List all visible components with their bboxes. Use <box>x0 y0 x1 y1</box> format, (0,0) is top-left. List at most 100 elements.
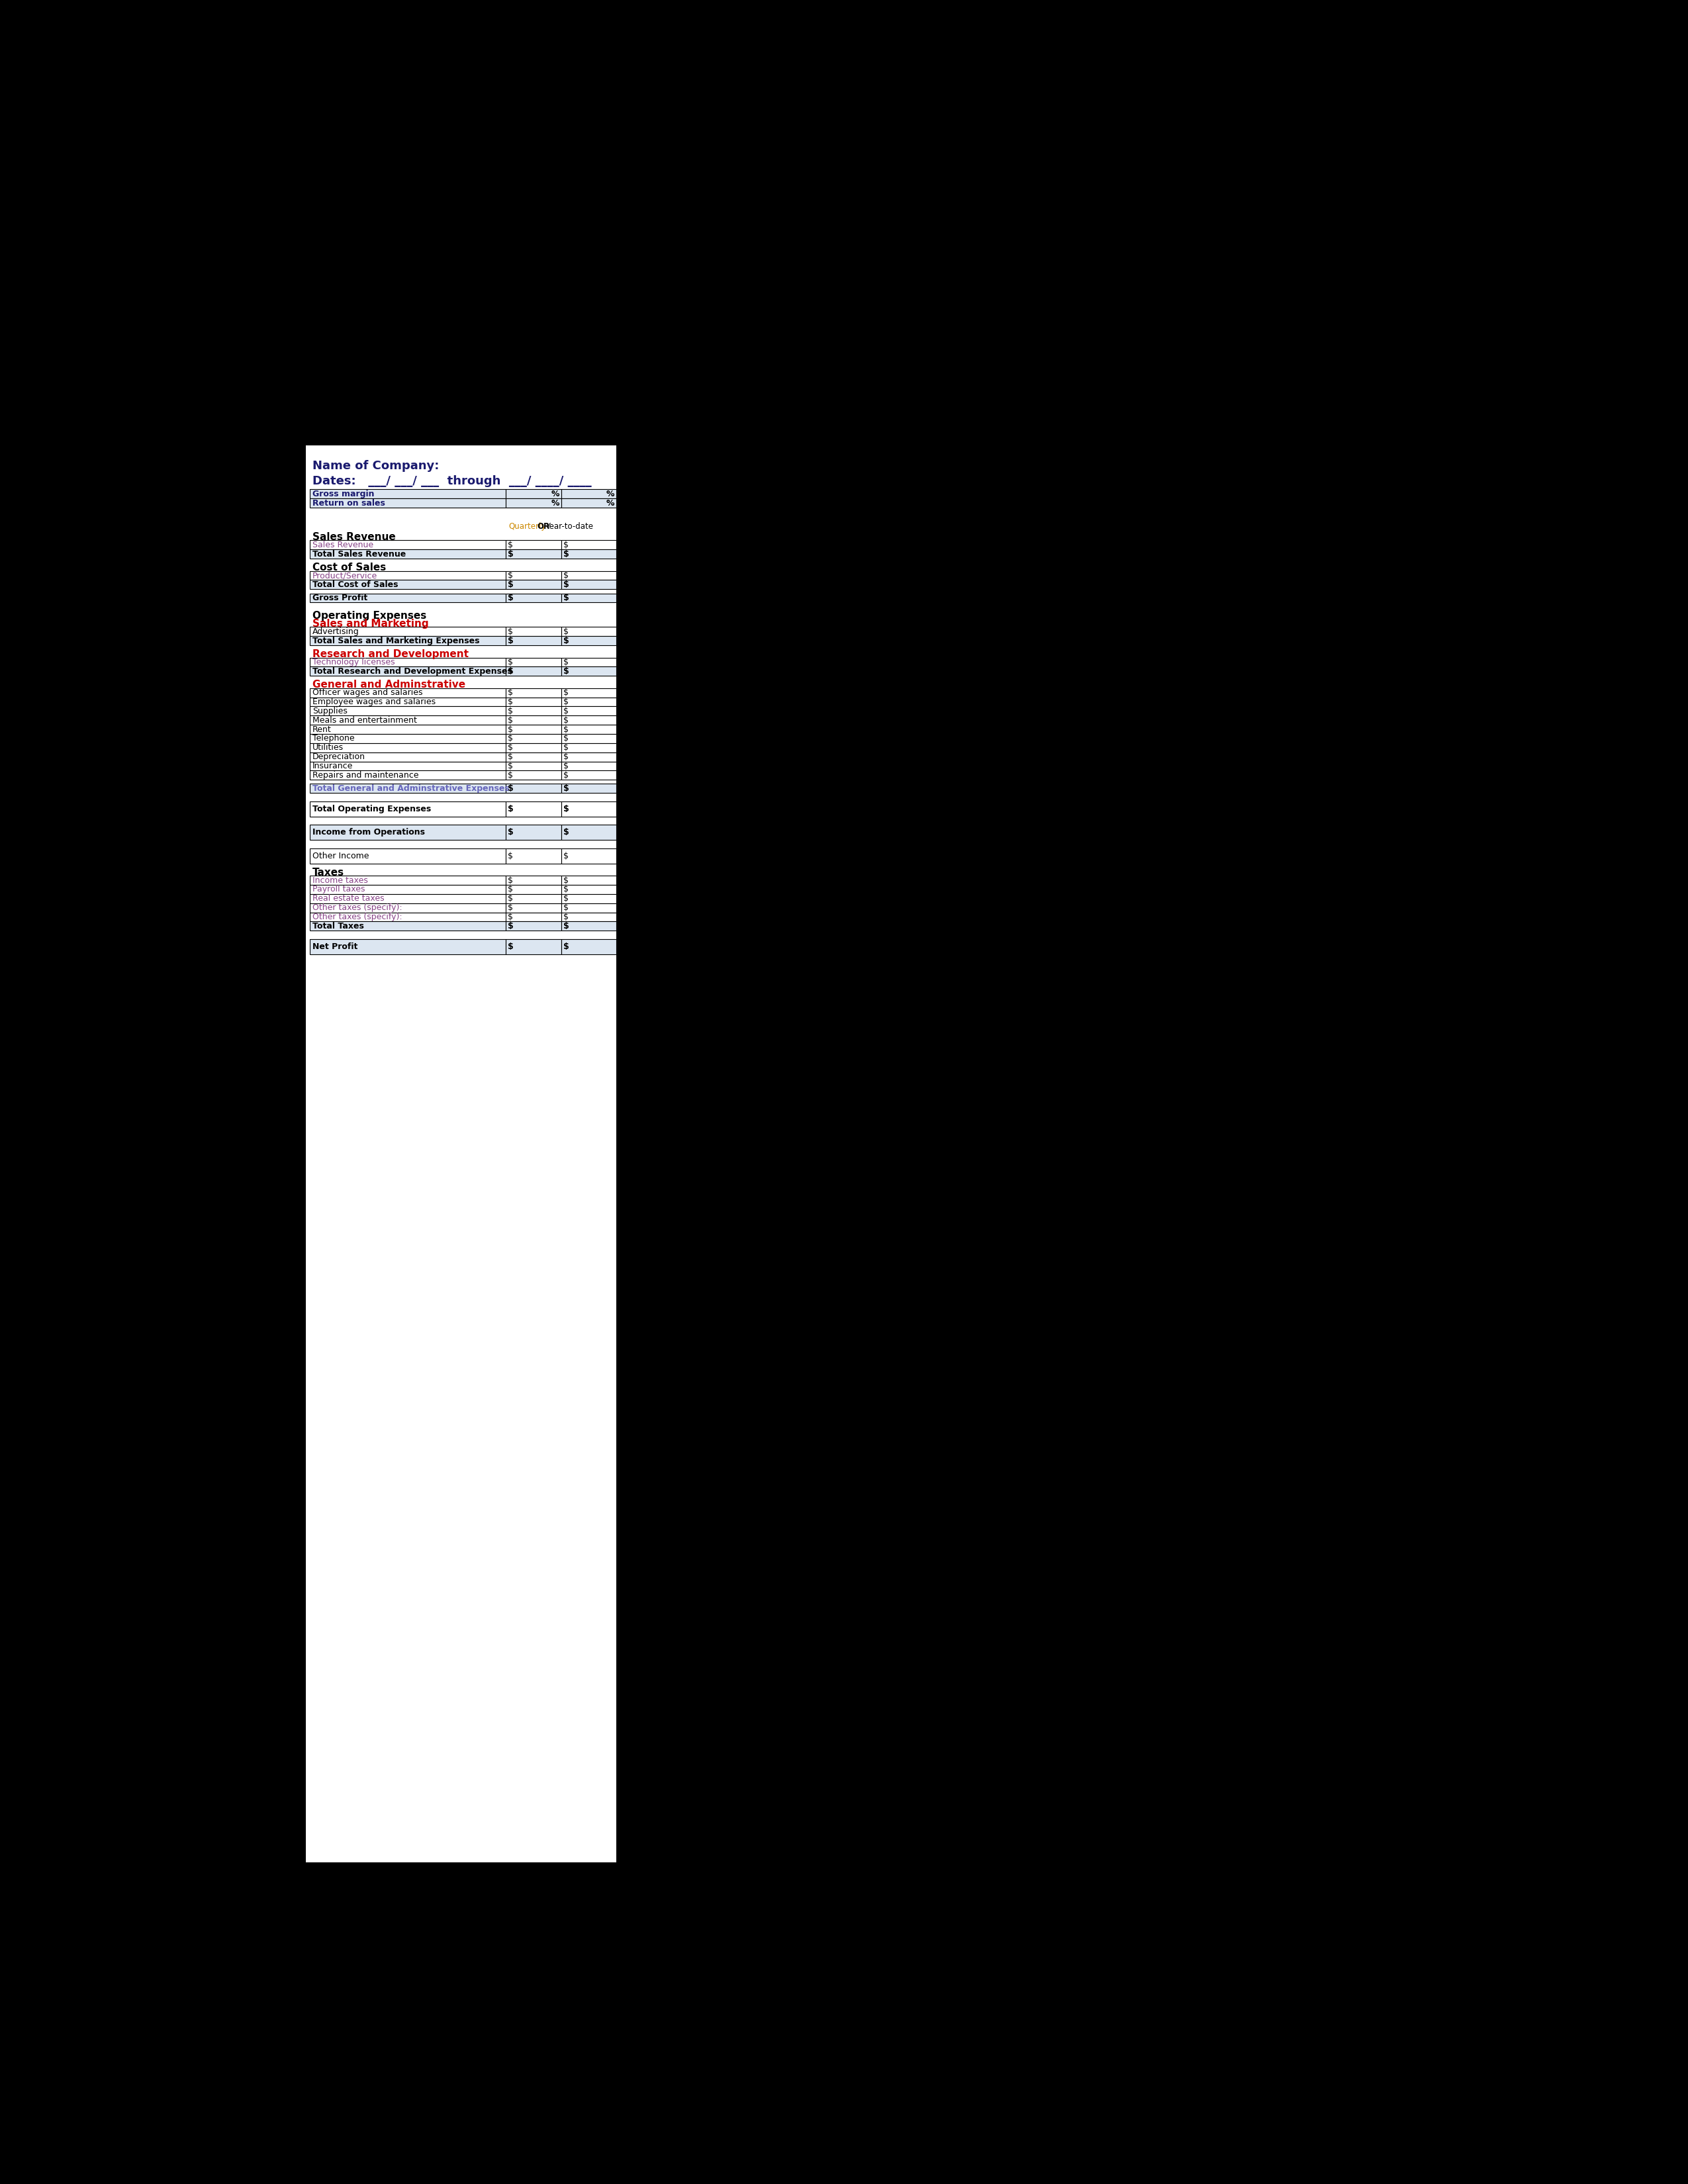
Bar <box>562 922 616 930</box>
Bar <box>562 594 616 603</box>
Text: Product/Service: Product/Service <box>312 572 378 579</box>
Bar <box>311 581 506 590</box>
Text: Repairs and maintenance: Repairs and maintenance <box>312 771 419 780</box>
Text: $: $ <box>508 784 513 793</box>
Text: $: $ <box>508 725 513 734</box>
Text: $: $ <box>564 657 569 666</box>
Text: $: $ <box>508 666 513 675</box>
Bar <box>311 657 506 666</box>
Bar <box>562 581 616 590</box>
Bar <box>506 802 562 817</box>
Bar <box>311 688 506 697</box>
Text: $: $ <box>508 542 513 548</box>
Bar <box>562 688 616 697</box>
Bar <box>311 550 506 559</box>
Bar <box>506 725 562 734</box>
Bar <box>311 636 506 644</box>
Text: Income from Operations: Income from Operations <box>312 828 425 836</box>
Bar <box>506 627 562 636</box>
Bar <box>562 697 616 705</box>
Bar <box>311 922 506 930</box>
Text: Cost of Sales: Cost of Sales <box>312 563 387 572</box>
Bar <box>506 762 562 771</box>
Bar <box>562 802 616 817</box>
Text: %: % <box>606 489 614 498</box>
Bar <box>506 771 562 780</box>
Bar <box>562 539 616 550</box>
Bar <box>506 570 562 581</box>
Bar <box>562 734 616 743</box>
Text: Technology licenses: Technology licenses <box>312 657 395 666</box>
Bar <box>562 893 616 904</box>
Bar <box>562 705 616 716</box>
Text: $: $ <box>508 550 513 559</box>
Text: $: $ <box>508 913 513 922</box>
Bar <box>562 636 616 644</box>
Bar <box>562 913 616 922</box>
Bar <box>562 751 616 762</box>
Text: Payroll taxes: Payroll taxes <box>312 885 365 893</box>
Text: $: $ <box>564 753 569 762</box>
Text: $: $ <box>564 697 569 705</box>
Text: $: $ <box>508 581 513 590</box>
Text: $: $ <box>564 572 569 579</box>
Bar <box>311 489 506 498</box>
Bar <box>311 847 506 863</box>
Text: $: $ <box>508 904 513 913</box>
Text: $: $ <box>564 550 569 559</box>
Bar <box>506 697 562 705</box>
Text: Telephone: Telephone <box>312 734 354 743</box>
Bar <box>506 913 562 922</box>
Bar <box>506 876 562 885</box>
Bar <box>506 784 562 793</box>
Text: Total Cost of Sales: Total Cost of Sales <box>312 581 398 590</box>
Text: Total Operating Expenses: Total Operating Expenses <box>312 804 430 812</box>
Bar <box>506 893 562 904</box>
Text: Gross Profit: Gross Profit <box>312 594 368 603</box>
Text: $: $ <box>564 852 569 860</box>
Bar <box>562 657 616 666</box>
Text: Quarterly: Quarterly <box>508 522 545 531</box>
Bar <box>562 885 616 893</box>
Text: Taxes: Taxes <box>312 867 344 878</box>
Text: Gross margin: Gross margin <box>312 489 375 498</box>
Text: %: % <box>550 489 559 498</box>
Text: %: % <box>550 498 559 507</box>
Bar <box>311 666 506 675</box>
Bar <box>506 705 562 716</box>
Text: $: $ <box>564 542 569 548</box>
Bar <box>506 594 562 603</box>
Bar <box>506 539 562 550</box>
Text: Insurance: Insurance <box>312 762 353 771</box>
Bar <box>562 762 616 771</box>
Text: Real estate taxes: Real estate taxes <box>312 893 385 902</box>
Text: $: $ <box>508 876 513 885</box>
Bar <box>506 885 562 893</box>
Bar <box>562 743 616 751</box>
Text: $: $ <box>564 922 569 930</box>
Bar <box>311 771 506 780</box>
Bar <box>562 771 616 780</box>
Bar <box>506 716 562 725</box>
Text: $: $ <box>564 804 569 812</box>
Bar <box>311 570 506 581</box>
Bar <box>506 751 562 762</box>
Bar <box>506 657 562 666</box>
Bar <box>506 734 562 743</box>
Bar <box>311 705 506 716</box>
Bar <box>311 498 506 507</box>
Text: $: $ <box>564 876 569 885</box>
Text: General and Adminstrative: General and Adminstrative <box>312 679 466 690</box>
Bar <box>506 826 562 841</box>
Bar <box>311 627 506 636</box>
Bar <box>311 725 506 734</box>
Text: $: $ <box>564 594 569 603</box>
Text: Rent: Rent <box>312 725 331 734</box>
Bar <box>562 498 616 507</box>
Bar <box>562 826 616 841</box>
Bar <box>311 697 506 705</box>
Text: Officer wages and salaries: Officer wages and salaries <box>312 688 422 697</box>
Text: $: $ <box>564 688 569 697</box>
Bar <box>311 876 506 885</box>
Text: $: $ <box>508 893 513 902</box>
